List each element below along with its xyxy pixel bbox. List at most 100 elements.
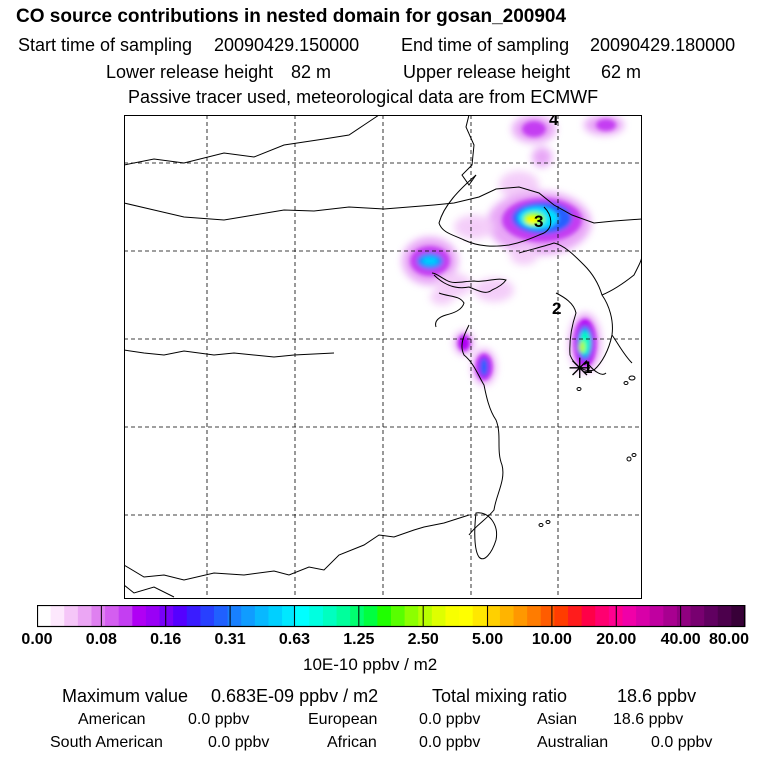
color-scale-tick-label: 5.00 — [471, 631, 504, 648]
color-scale-cell — [595, 605, 610, 627]
receptor-star-icon: ✳ — [568, 352, 591, 385]
color-scale-cell — [227, 605, 242, 627]
color-scale-cell — [527, 605, 542, 627]
color-scale-unit: 10E-10 ppbv / m2 — [303, 655, 438, 674]
color-scale-tick-label: 0.63 — [278, 631, 311, 648]
map-frame — [124, 115, 642, 599]
end-time-value: 20090429.180000 — [590, 35, 736, 55]
color-scale-tick-label: 0.00 — [21, 631, 53, 648]
color-scale-cell — [241, 605, 256, 627]
color-scale-cell — [200, 605, 215, 627]
color-scale-cell — [690, 605, 705, 627]
color-scale-cell — [513, 605, 528, 627]
color-scale-cell — [581, 605, 596, 627]
color-scale-cell — [37, 605, 52, 627]
color-scale-cell — [554, 605, 569, 627]
color-scale-cell — [445, 605, 460, 627]
region-name-australian: Australian — [537, 734, 609, 751]
color-scale-cell — [377, 605, 392, 627]
region-name-african: African — [327, 734, 377, 751]
color-scale-cell — [350, 605, 365, 627]
color-scale-cell — [214, 605, 229, 627]
color-scale-cell — [418, 605, 433, 627]
region-value-australian: 0.0 ppbv — [651, 734, 713, 751]
color-scale-tick-label: 80.00 — [708, 631, 750, 648]
total-mixing-ratio-value: 18.6 ppbv — [617, 686, 697, 706]
color-scale-cell — [336, 605, 351, 627]
color-scale-cell — [431, 605, 446, 627]
start-time-value: 20090429.150000 — [214, 35, 360, 55]
time-marker-2: 2 — [552, 299, 561, 318]
region-value-american: 0.0 ppbv — [188, 711, 250, 728]
map-title: CO source contributions in nested domain… — [16, 6, 567, 27]
region-value-asian: 18.6 ppbv — [613, 711, 684, 728]
color-scale-cell — [704, 605, 719, 627]
color-scale-cell — [540, 605, 555, 627]
color-scale-cell — [404, 605, 419, 627]
color-scale-cell — [173, 605, 188, 627]
color-scale-cell — [363, 605, 378, 627]
color-scale — [37, 605, 746, 628]
lower-release-value: 82 m — [291, 62, 332, 82]
color-scale-cell — [676, 605, 692, 627]
start-time-label: Start time of sampling — [18, 35, 193, 55]
color-scale-tick-label: 10.00 — [531, 631, 572, 648]
color-scale-cell — [459, 605, 474, 627]
color-scale-cell — [118, 605, 133, 627]
max-value-label: Maximum value — [62, 686, 189, 706]
color-scale-tick-label: 0.16 — [150, 631, 182, 648]
color-scale-cell — [636, 605, 651, 627]
color-scale-cell — [649, 605, 664, 627]
color-scale-cell — [145, 605, 161, 627]
region-value-african: 0.0 ppbv — [419, 734, 481, 751]
color-scale-cell — [622, 605, 637, 627]
time-marker-4: 4 — [549, 115, 559, 129]
lower-release-label: Lower release height — [106, 62, 274, 82]
color-scale-tick-label: 2.50 — [407, 631, 439, 648]
map-panel: 1 2 3 4 ✳ — [124, 115, 642, 599]
color-scale-cell — [282, 605, 297, 627]
upper-release-value: 62 m — [601, 62, 642, 82]
region-name-european: European — [308, 711, 378, 728]
color-scale-tick-label: 40.00 — [660, 631, 701, 648]
time-marker-1: 1 — [583, 358, 592, 377]
color-scale-cell — [64, 605, 79, 627]
color-scale-cell — [717, 605, 732, 627]
lat-lon-grid — [124, 115, 642, 599]
color-scale-cell — [391, 605, 406, 627]
color-scale-cell — [132, 605, 147, 627]
color-scale-tick-label: 1.25 — [343, 631, 375, 648]
color-scale-cell — [295, 605, 310, 627]
color-scale-cell — [91, 605, 106, 627]
color-scale-cell — [186, 605, 201, 627]
color-scale-cell — [486, 605, 501, 627]
color-scale-tick-label: 20.00 — [596, 631, 637, 648]
coastlines — [124, 115, 642, 598]
total-mixing-ratio-label: Total mixing ratio — [432, 686, 568, 706]
color-scale-frame — [37, 605, 746, 628]
region-value-european: 0.0 ppbv — [419, 711, 481, 728]
color-scale-cell — [499, 605, 515, 627]
color-scale-cell — [309, 605, 324, 627]
islands — [538, 375, 637, 527]
end-time-label: End time of sampling — [401, 35, 570, 55]
max-value: 0.683E-09 ppbv / m2 — [211, 686, 379, 706]
color-scale-tick-label: 0.08 — [85, 631, 117, 648]
color-scale-cell — [731, 605, 746, 627]
region-name-south-american: South American — [50, 734, 163, 751]
color-scale-cell — [50, 605, 65, 627]
color-scale-cell — [254, 605, 269, 627]
upper-release-label: Upper release height — [403, 62, 571, 82]
time-marker-3: 3 — [534, 212, 543, 231]
region-name-american: American — [78, 711, 146, 728]
color-scale-cell — [568, 605, 583, 627]
region-value-south-american: 0.0 ppbv — [208, 734, 270, 751]
color-scale-cell — [159, 605, 174, 627]
color-scale-cell — [105, 605, 120, 627]
color-scale-cell — [77, 605, 92, 627]
color-scale-cell — [663, 605, 678, 627]
color-scale-cell — [322, 605, 338, 627]
region-name-asian: Asian — [537, 711, 578, 728]
color-scale-cell — [472, 605, 487, 627]
color-scale-cell — [268, 605, 283, 627]
